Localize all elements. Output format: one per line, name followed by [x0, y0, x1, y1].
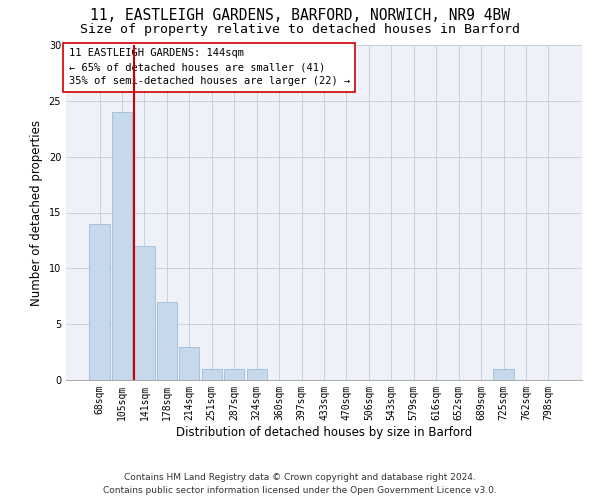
Bar	[202, 369, 222, 380]
Text: Size of property relative to detached houses in Barford: Size of property relative to detached ho…	[80, 22, 520, 36]
Text: Contains HM Land Registry data © Crown copyright and database right 2024.
Contai: Contains HM Land Registry data © Crown c…	[103, 473, 497, 495]
Text: 11 EASTLEIGH GARDENS: 144sqm
← 65% of detached houses are smaller (41)
35% of se: 11 EASTLEIGH GARDENS: 144sqm ← 65% of de…	[68, 48, 350, 86]
Y-axis label: Number of detached properties: Number of detached properties	[30, 120, 43, 306]
Bar	[179, 346, 199, 380]
Bar	[493, 369, 514, 380]
Bar	[224, 369, 244, 380]
Bar	[89, 224, 110, 380]
Bar	[134, 246, 155, 380]
Bar	[157, 302, 177, 380]
Text: 11, EASTLEIGH GARDENS, BARFORD, NORWICH, NR9 4BW: 11, EASTLEIGH GARDENS, BARFORD, NORWICH,…	[90, 8, 510, 22]
Bar	[112, 112, 132, 380]
X-axis label: Distribution of detached houses by size in Barford: Distribution of detached houses by size …	[176, 426, 472, 438]
Bar	[247, 369, 267, 380]
